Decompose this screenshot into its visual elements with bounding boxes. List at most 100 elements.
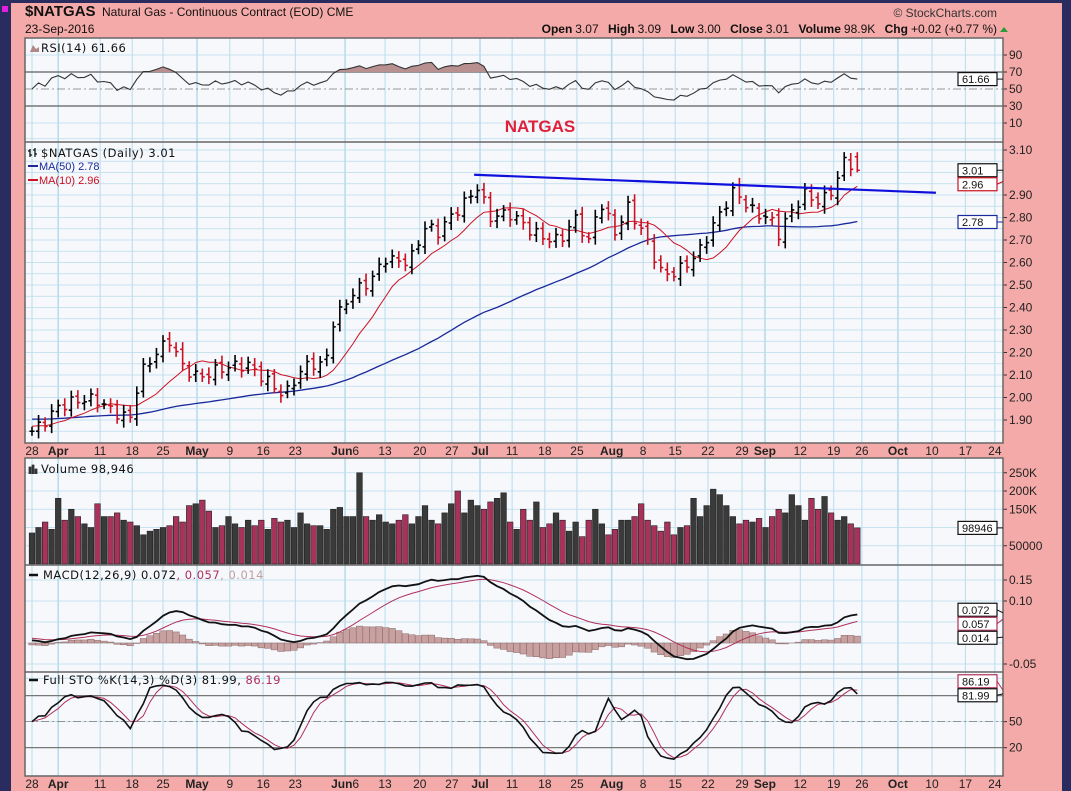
price-bar xyxy=(776,208,782,247)
macd-histogram-bar xyxy=(794,641,802,644)
price-bar xyxy=(343,299,349,315)
macd-signal-tag-box xyxy=(957,616,998,631)
macd-histogram-bar xyxy=(847,635,855,644)
price-bar xyxy=(468,189,474,204)
macd-histogram-bar xyxy=(604,642,612,646)
date-tick-label: Jun6 xyxy=(331,444,359,458)
volume-bar xyxy=(343,516,350,565)
volume-bar xyxy=(192,503,199,565)
volume-bar xyxy=(284,519,291,565)
sto-label: Full STO %K(14,3) %D(3) 81.99, 86.19 xyxy=(43,673,281,687)
price-bar xyxy=(284,380,290,399)
macd-histogram-bar xyxy=(801,639,809,644)
price-bar xyxy=(501,205,507,222)
volume-bar xyxy=(795,505,802,565)
macd-histogram-bar xyxy=(100,640,108,644)
date-tick-label: 22 xyxy=(701,444,715,458)
volume-bar xyxy=(703,505,710,565)
price-bar xyxy=(55,399,61,418)
date-tick-label: 26 xyxy=(855,777,869,791)
volume-bar xyxy=(271,518,278,565)
volume-bar xyxy=(670,534,677,565)
volume-bar xyxy=(559,519,566,565)
volume-bar xyxy=(389,523,396,565)
volume-bar xyxy=(356,472,363,565)
volume-bar xyxy=(153,529,160,565)
date-tick-label: 19 xyxy=(827,777,841,791)
macd-histogram-bar xyxy=(382,627,390,644)
lower-plot-bg xyxy=(25,458,1003,776)
volume-bar xyxy=(441,512,448,565)
date-tick-label: Sep xyxy=(754,777,776,791)
volume-tick-label: 50000 xyxy=(1009,539,1043,553)
volume-bar xyxy=(120,519,127,565)
rsi-label-group: RSI(14) 61.66 xyxy=(30,41,126,55)
volume-bar xyxy=(788,494,795,565)
date-tick-label: 11 xyxy=(506,777,519,791)
volume-bar xyxy=(801,519,808,565)
macd-histogram-bar xyxy=(624,642,632,645)
volume-bar xyxy=(651,525,658,565)
volume-bar xyxy=(723,505,730,565)
volume-bar xyxy=(507,521,514,565)
macd-histogram-bar xyxy=(362,626,370,644)
volume-value-tag-text: 98946 xyxy=(962,523,993,535)
volume-bar xyxy=(769,516,776,565)
volume-bar xyxy=(644,519,651,565)
volume-bar xyxy=(624,519,632,565)
macd-histogram-bar xyxy=(585,642,593,653)
ma10-value-tag-text: 2.96 xyxy=(962,179,983,191)
date-tick-label: 18 xyxy=(126,444,140,458)
macd-histogram-bar xyxy=(401,633,409,644)
toolbar-marker-icon[interactable] xyxy=(2,6,8,12)
date-tick-label: 8 xyxy=(640,777,647,791)
price-bar xyxy=(710,216,716,247)
macd-hist-tag-text: 0.014 xyxy=(962,633,990,645)
macd-histogram-bar xyxy=(257,642,265,649)
macd-value-tag-pointer xyxy=(996,609,1004,614)
volume-bar xyxy=(533,501,540,565)
volume-bar xyxy=(434,523,442,565)
volume-bar xyxy=(677,527,684,565)
price-bar xyxy=(206,367,212,385)
price-bar xyxy=(789,203,795,223)
price-bar xyxy=(271,369,277,394)
macd-histogram-bar xyxy=(408,634,416,644)
price-bar xyxy=(691,251,697,277)
macd-histogram-bar xyxy=(480,640,488,644)
date-tick-label: 23 xyxy=(289,444,303,458)
macd-histogram-bar xyxy=(572,642,580,653)
volume-bar xyxy=(133,525,140,565)
macd-histogram-bar xyxy=(821,639,828,644)
close-value-tag: 3.01 xyxy=(957,163,1003,178)
macd-histogram-bar xyxy=(696,642,704,649)
volume-bar xyxy=(611,529,619,565)
volume-bar xyxy=(146,530,154,565)
price-bar xyxy=(101,399,107,410)
macd-tick-label: 0.15 xyxy=(1009,573,1033,587)
price-label: $NATGAS (Daily) 3.01 xyxy=(41,146,176,160)
macd-histogram-bar xyxy=(270,642,278,651)
volume-bar xyxy=(716,494,723,565)
price-bar xyxy=(114,399,120,424)
price-bar xyxy=(265,369,271,392)
macd-histogram-bar xyxy=(421,634,429,644)
volume-bar xyxy=(107,516,114,565)
volume-bar xyxy=(205,510,212,565)
price-bar xyxy=(173,342,179,357)
volume-bar xyxy=(376,514,383,565)
date-tick-label: 16 xyxy=(257,444,271,458)
date-tick-label: 11 xyxy=(94,777,107,791)
price-bar xyxy=(743,195,749,213)
price-bar xyxy=(540,222,546,245)
macd-histogram-bar xyxy=(172,631,180,644)
copyright: © StockCharts.com xyxy=(893,6,997,20)
volume-bar xyxy=(762,527,769,565)
price-bar xyxy=(337,299,343,332)
macd-histogram-bar xyxy=(395,630,403,644)
macd-histogram-bar xyxy=(284,642,291,652)
price-bar xyxy=(219,355,225,379)
left-toolbar xyxy=(0,0,11,791)
macd-histogram-bar xyxy=(415,635,422,644)
volume-bar xyxy=(742,519,750,565)
